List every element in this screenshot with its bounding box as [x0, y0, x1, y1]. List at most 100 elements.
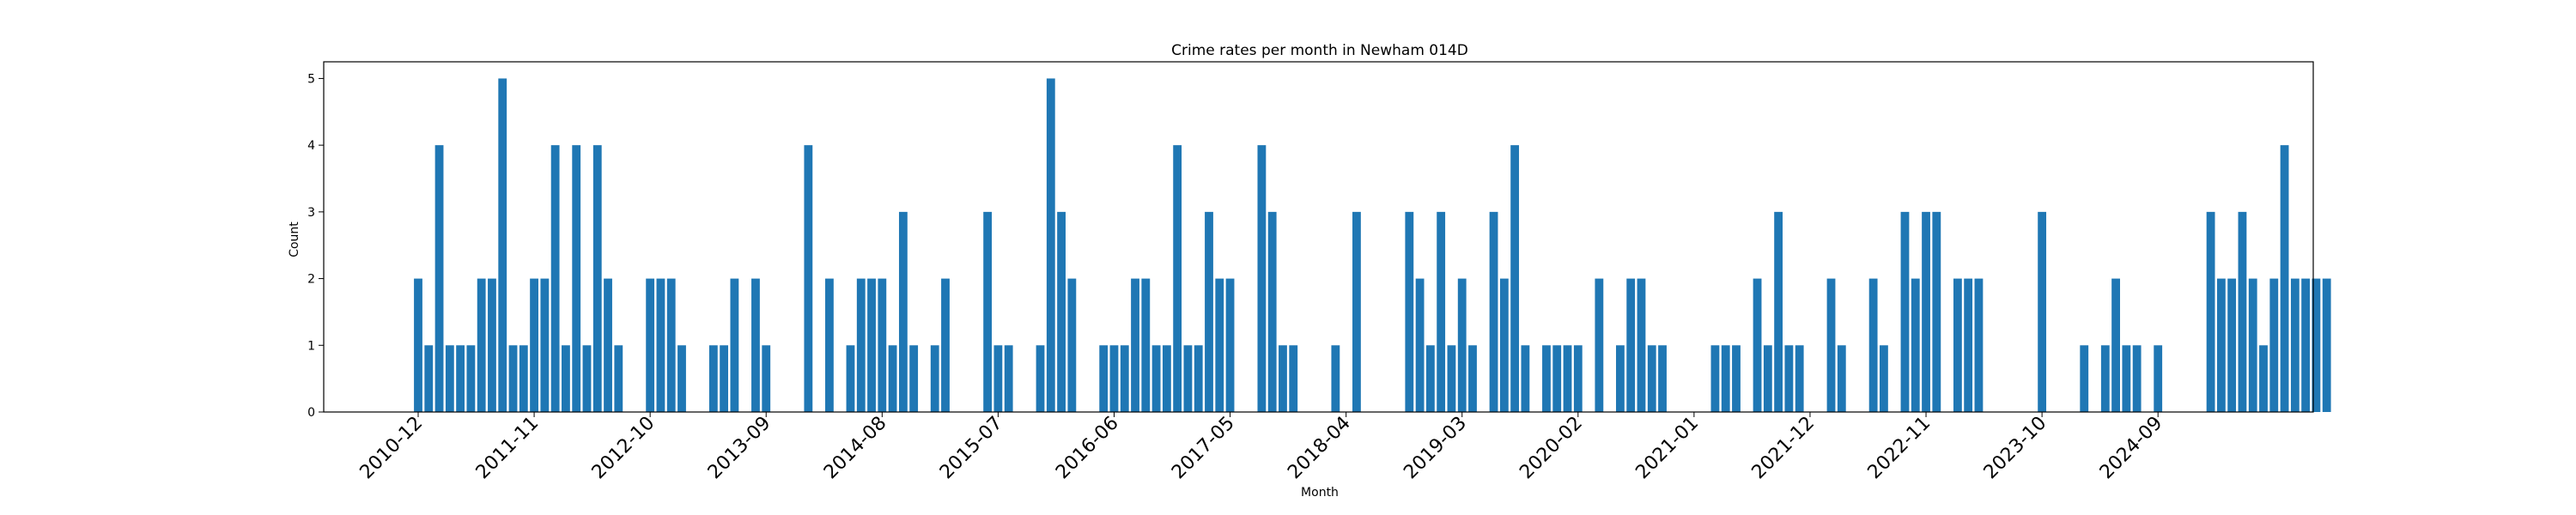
bar: [1932, 211, 1941, 412]
bar: [2280, 145, 2289, 412]
bar: [666, 278, 676, 412]
bar: [1721, 345, 1730, 412]
bar: [1331, 345, 1340, 412]
bar: [720, 345, 729, 412]
x-tick-label: 2023-10: [1980, 413, 2051, 484]
bar: [1004, 345, 1013, 412]
bar: [1774, 211, 1783, 412]
bar: [414, 278, 422, 412]
x-tick-label: 2024-09: [2096, 413, 2167, 484]
bar: [1489, 211, 1498, 412]
bar: [846, 345, 855, 412]
bar: [445, 345, 454, 412]
bar: [825, 278, 834, 412]
bar: [930, 345, 939, 412]
bar: [1067, 278, 1077, 412]
y-axis-ticks: 0 1 2 3 4 5: [307, 72, 324, 420]
bar: [1109, 345, 1119, 412]
bar: [1637, 278, 1646, 412]
bar: [477, 278, 486, 412]
bar: [1552, 345, 1562, 412]
bar: [1099, 345, 1109, 412]
bar: [1352, 211, 1361, 412]
x-tick-label: 2011-11: [472, 413, 544, 484]
bar: [1732, 345, 1741, 412]
bar: [1964, 278, 1973, 412]
bar: [540, 278, 550, 412]
x-tick-label: 2010-12: [356, 413, 428, 484]
bar: [878, 278, 887, 412]
bars-group: [414, 78, 2331, 413]
bar: [550, 145, 560, 412]
bar: [909, 345, 919, 412]
bar: [1437, 211, 1446, 412]
bar: [519, 345, 528, 412]
bar: [804, 145, 813, 412]
bar: [434, 145, 444, 412]
x-tick-label: 2014-08: [820, 413, 891, 484]
bar: [941, 278, 950, 412]
bar: [1521, 345, 1530, 412]
bar: [1468, 345, 1477, 412]
bar: [646, 278, 655, 412]
bar: [1499, 278, 1509, 412]
y-tick-label: 3: [307, 206, 315, 220]
bar: [1710, 345, 1720, 412]
y-axis-label: Count: [288, 221, 301, 258]
bar: [1267, 211, 1277, 412]
bar: [1289, 345, 1298, 412]
bar: [993, 345, 1003, 412]
bar: [2269, 278, 2279, 412]
bar: [888, 345, 897, 412]
bar: [498, 78, 507, 413]
bar: [2122, 345, 2131, 412]
chart-title: Crime rates per month in Newham 014D: [1171, 42, 1468, 59]
plot-frame: [323, 61, 2314, 413]
bar: [2259, 345, 2268, 412]
bar: [677, 345, 686, 412]
bar: [456, 345, 465, 412]
bar: [1510, 145, 1520, 412]
bar: [1753, 278, 1762, 412]
y-tick-label: 1: [307, 339, 315, 353]
bar: [1868, 278, 1878, 412]
x-tick-label: 2017-05: [1168, 413, 1239, 484]
bar: [1563, 345, 1572, 412]
x-tick-label: 2021-01: [1631, 413, 1703, 484]
bar: [2301, 278, 2311, 412]
bar: [1279, 345, 1287, 412]
bar: [1795, 345, 1804, 412]
bar: [604, 278, 612, 412]
bar: [1573, 345, 1583, 412]
bar: [1595, 278, 1604, 412]
bar: [488, 278, 496, 412]
bar: [1826, 278, 1836, 412]
bar: [1542, 345, 1551, 412]
bar: [898, 211, 908, 412]
bar: [2100, 345, 2110, 412]
bar: [572, 145, 581, 412]
x-tick-label: 2021-12: [1748, 413, 1820, 484]
bar: [867, 278, 876, 412]
bar: [1046, 78, 1055, 413]
bar: [751, 278, 760, 412]
x-axis-ticks: 2010-12 2011-11 2012-10 2013-09 2014-08 2015-…: [356, 412, 2167, 484]
bar: [1626, 278, 1636, 412]
bar: [1447, 345, 1456, 412]
bar: [1257, 145, 1267, 412]
y-tick-label: 4: [307, 139, 315, 153]
bar: [530, 278, 538, 412]
bar: [1616, 345, 1625, 412]
bar: [730, 278, 739, 412]
bar: [1911, 278, 1920, 412]
bar: [1658, 345, 1667, 412]
bar: [562, 345, 570, 412]
bar: [2154, 345, 2163, 412]
bar: [1141, 278, 1151, 412]
y-tick-label: 0: [307, 406, 315, 420]
x-tick-label: 2016-06: [1052, 413, 1123, 484]
x-tick-label: 2019-03: [1400, 413, 1471, 484]
bar: [2038, 211, 2047, 412]
x-tick-label: 2020-02: [1516, 413, 1587, 484]
